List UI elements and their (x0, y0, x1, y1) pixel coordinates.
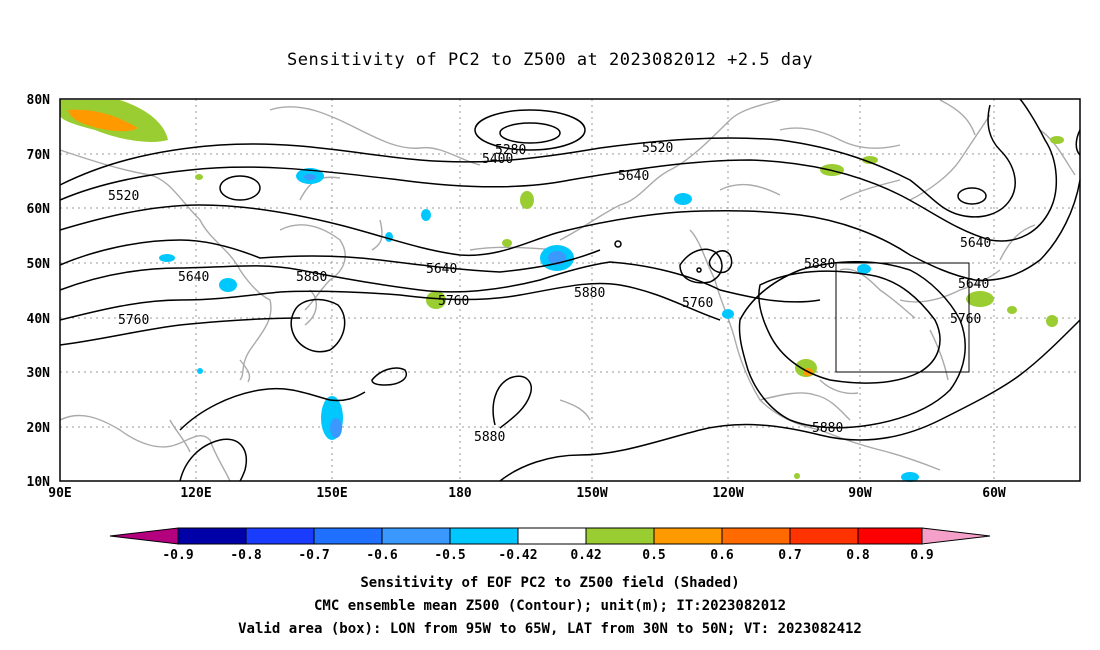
latitude-labels: 80N 70N 60N 50N 40N 30N 20N 10N (27, 93, 51, 490)
shaded-sensitivity (60, 100, 1064, 482)
colorbar-tick: -0.8 (230, 548, 261, 563)
colorbar-tick: -0.9 (162, 548, 193, 563)
contour-label: 5880 (812, 421, 843, 436)
map-title: Sensitivity of PC2 to Z500 at 2023082012… (286, 50, 813, 70)
shading-positive-area (520, 191, 534, 209)
colorbar-cell (313, 527, 383, 545)
valid-area-box (835, 262, 970, 373)
colorbar-tick: -0.42 (498, 548, 537, 563)
contour-label: 5640 (960, 236, 991, 251)
colorbar-tick-labels: -0.9 -0.8 -0.7 -0.6 -0.5 -0.42 0.42 0.5 … (162, 548, 933, 563)
contour-labels: 5280 5400 5520 5640 5640 5520 5640 5640 … (108, 141, 991, 445)
lat-label: 60N (27, 202, 51, 217)
contour-label: 5640 (178, 270, 209, 285)
lat-label: 10N (27, 475, 51, 490)
colorbar-cell (721, 527, 791, 545)
lon-label: 90E (48, 486, 71, 501)
colorbar-tick: 0.6 (710, 548, 734, 563)
colorbar-tick: -0.7 (298, 548, 329, 563)
shading-negative-area (674, 193, 692, 205)
shading-negative-area (159, 254, 175, 262)
contour-label: 5880 (804, 257, 835, 272)
contour-label: 5880 (474, 430, 505, 445)
contour-label: 5640 (958, 277, 989, 292)
colorbar-tick: 0.7 (778, 548, 801, 563)
lon-label: 150E (316, 486, 347, 501)
colorbar-cell (653, 527, 723, 545)
contour-label: 5760 (950, 312, 981, 327)
colorbar-tick: -0.6 (366, 548, 397, 563)
shading-negative-area (304, 174, 316, 180)
colorbar-tick: 0.5 (642, 548, 665, 563)
shading-positive-area (966, 291, 994, 307)
shading-negative-area (219, 278, 237, 292)
colorbar-tick: -0.5 (434, 548, 465, 563)
colorbar-cell (585, 527, 655, 545)
colorbar (109, 527, 991, 545)
shading-positive-area (1046, 315, 1058, 327)
lat-label: 40N (27, 312, 51, 327)
colorbar-cell (449, 527, 519, 545)
lat-label: 50N (27, 257, 51, 272)
contour-label: 5640 (618, 169, 649, 184)
shading-positive-area (195, 174, 203, 180)
shading-positive-area (794, 473, 800, 479)
colorbar-tick: 0.8 (846, 548, 870, 563)
shading-positive-area (68, 109, 138, 132)
caption-line-2: CMC ensemble mean Z500 (Contour); unit(m… (313, 598, 786, 614)
shading-positive-area (502, 239, 512, 247)
colorbar-cell (177, 527, 247, 545)
lon-label: 60W (982, 486, 1006, 501)
colorbar-cell (857, 527, 923, 545)
contour-label: 5760 (682, 296, 713, 311)
contour-label: 5520 (108, 189, 139, 204)
shading-negative-area (722, 309, 734, 319)
contour-label: 5760 (438, 294, 469, 309)
lon-label: 120W (712, 486, 743, 501)
lon-label: 120E (180, 486, 211, 501)
caption-line-3: Valid area (box): LON from 95W to 65W, L… (238, 621, 862, 637)
colorbar-low-arrow (109, 527, 179, 545)
shading-positive-area (862, 156, 878, 164)
lat-label: 80N (27, 93, 51, 108)
contour-label: 5880 (574, 286, 605, 301)
shading-positive-area (1050, 136, 1064, 144)
shading-negative-area (385, 232, 393, 242)
contour-label: 5280 (495, 143, 526, 158)
lat-label: 30N (27, 366, 51, 381)
lon-label: 150W (576, 486, 607, 501)
shading-negative-area (197, 368, 203, 374)
contour-label: 5640 (426, 262, 457, 277)
shading-negative-area (857, 264, 871, 274)
shading-negative-area (901, 472, 919, 482)
lat-label: 70N (27, 148, 51, 163)
colorbar-tick: 0.42 (570, 548, 601, 563)
longitude-labels: 90E 120E 150E 180 150W 120W 90W 60W (48, 486, 1006, 501)
colorbar-cell (245, 527, 315, 545)
lon-label: 90W (848, 486, 872, 501)
lon-label: 180 (448, 486, 472, 501)
contour-label: 5520 (642, 141, 673, 156)
colorbar-cell (517, 527, 587, 545)
contour-label: 5760 (118, 313, 149, 328)
caption-line-1: Sensitivity of EOF PC2 to Z500 field (Sh… (360, 575, 740, 591)
shading-positive-area (1007, 306, 1017, 314)
colorbar-cell (789, 527, 859, 545)
contour-label: 5880 (296, 270, 327, 285)
colorbar-tick: 0.9 (910, 548, 933, 563)
shading-negative-area (330, 418, 342, 438)
lat-label: 20N (27, 421, 51, 436)
shading-positive-area (426, 291, 446, 309)
shading-negative-area (421, 209, 431, 221)
colorbar-cell (381, 527, 451, 545)
z500-contours (59, 98, 1081, 482)
colorbar-high-arrow (921, 527, 991, 545)
contour-label: 5400 (482, 152, 513, 167)
